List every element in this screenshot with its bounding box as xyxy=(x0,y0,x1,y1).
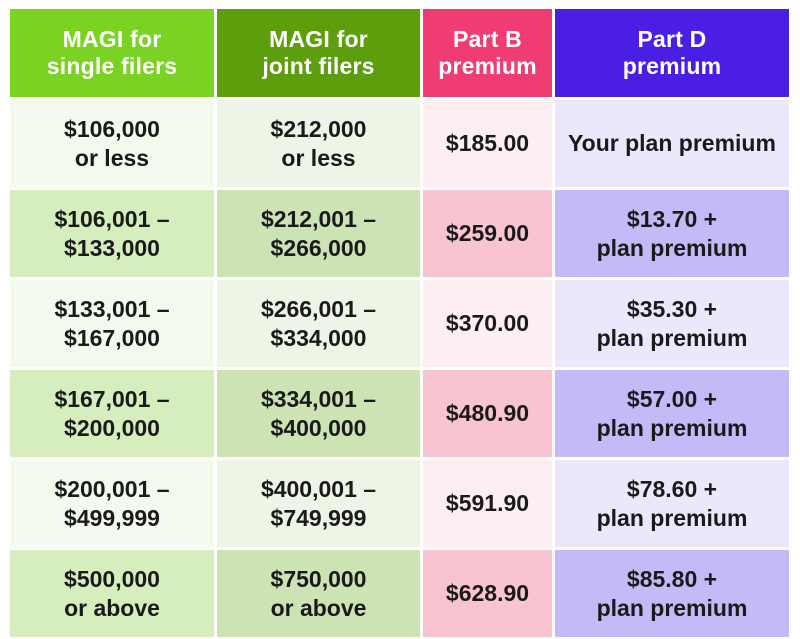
premium-table: MAGI for single filers MAGI for joint fi… xyxy=(10,9,789,637)
cell-single-filers: $133,001 – $167,000 xyxy=(10,280,214,367)
cell-text: Your plan premium xyxy=(568,130,776,156)
cell-joint-filers: $266,001 – $334,000 xyxy=(217,280,420,367)
cell-part-b: $591.90 xyxy=(423,460,552,547)
header-label: MAGI for joint filers xyxy=(262,26,375,79)
cell-part-d: $57.00 + plan premium xyxy=(555,370,789,457)
header-part-b: Part B premium xyxy=(423,9,552,97)
header-label: Part B premium xyxy=(438,26,537,79)
header-label: MAGI for single filers xyxy=(46,26,178,79)
cell-text: $500,000 or above xyxy=(64,565,160,621)
cell-part-d: $13.70 + plan premium xyxy=(555,190,789,277)
cell-text: $212,001 – $266,000 xyxy=(260,205,377,261)
cell-joint-filers: $400,001 – $749,999 xyxy=(217,460,420,547)
header-part-d: Part D premium xyxy=(555,9,789,97)
cell-single-filers: $500,000 or above xyxy=(10,550,214,637)
cell-part-d: Your plan premium xyxy=(555,100,789,187)
cell-text: $591.90 xyxy=(445,490,530,516)
cell-joint-filers: $212,000 or less xyxy=(217,100,420,187)
cell-part-b: $370.00 xyxy=(423,280,552,367)
cell-joint-filers: $750,000 or above xyxy=(217,550,420,637)
cell-single-filers: $106,001 – $133,000 xyxy=(10,190,214,277)
cell-part-d: $85.80 + plan premium xyxy=(555,550,789,637)
cell-joint-filers: $212,001 – $266,000 xyxy=(217,190,420,277)
cell-text: $334,001 – $400,000 xyxy=(260,385,377,441)
cell-text: $750,000 or above xyxy=(270,565,367,621)
cell-text: $370.00 xyxy=(445,310,530,336)
header-label: Part D premium xyxy=(622,26,722,79)
cell-text: $167,001 – $200,000 xyxy=(54,385,170,441)
header-joint-filers: MAGI for joint filers xyxy=(217,9,420,97)
cell-text: $212,000 or less xyxy=(270,115,367,171)
cell-text: $480.90 xyxy=(445,400,530,426)
cell-part-b: $185.00 xyxy=(423,100,552,187)
cell-text: $185.00 xyxy=(445,130,530,156)
cell-part-b: $480.90 xyxy=(423,370,552,457)
cell-single-filers: $200,001 – $499,999 xyxy=(10,460,214,547)
cell-text: $85.80 + plan premium xyxy=(596,565,748,621)
cell-text: $35.30 + plan premium xyxy=(596,295,748,351)
cell-text: $78.60 + plan premium xyxy=(596,475,748,531)
cell-text: $106,001 – $133,000 xyxy=(54,205,170,261)
cell-part-b: $628.90 xyxy=(423,550,552,637)
cell-part-d: $78.60 + plan premium xyxy=(555,460,789,547)
cell-part-d: $35.30 + plan premium xyxy=(555,280,789,367)
cell-single-filers: $167,001 – $200,000 xyxy=(10,370,214,457)
cell-single-filers: $106,000 or less xyxy=(10,100,214,187)
cell-text: $13.70 + plan premium xyxy=(596,205,748,261)
cell-text: $400,001 – $749,999 xyxy=(260,475,377,531)
cell-text: $106,000 or less xyxy=(64,115,160,171)
cell-text: $200,001 – $499,999 xyxy=(54,475,170,531)
cell-text: $628.90 xyxy=(445,580,530,606)
cell-text: $57.00 + plan premium xyxy=(596,385,748,441)
cell-joint-filers: $334,001 – $400,000 xyxy=(217,370,420,457)
cell-text: $259.00 xyxy=(445,220,530,246)
header-single-filers: MAGI for single filers xyxy=(10,9,214,97)
cell-text: $266,001 – $334,000 xyxy=(260,295,377,351)
cell-text: $133,001 – $167,000 xyxy=(54,295,170,351)
cell-part-b: $259.00 xyxy=(423,190,552,277)
